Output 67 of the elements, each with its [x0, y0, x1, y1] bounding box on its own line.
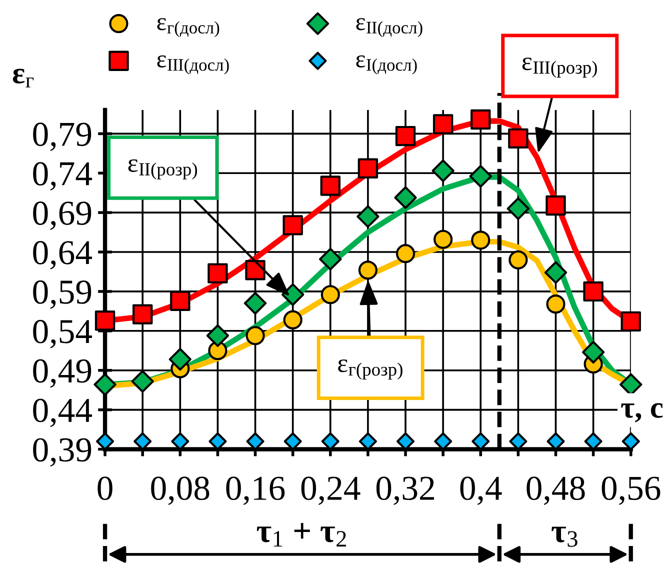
point [622, 432, 640, 450]
x-tick-label: 0 [98, 476, 112, 500]
text: ε$_{г(розр)}$ [338, 359, 402, 380]
point [469, 164, 492, 188]
point [508, 250, 528, 270]
point [544, 261, 568, 284]
point [281, 283, 304, 306]
y-tick-label: 0,54 [33, 320, 92, 348]
point [508, 128, 528, 149]
text: τ$_{3}$ [552, 526, 578, 547]
point [94, 373, 116, 396]
y-tick-label: 0,74 [33, 162, 92, 191]
point [206, 324, 230, 347]
point [470, 109, 491, 130]
x-tick-label: 0,08 [151, 476, 210, 506]
y-tick-label: 0,39 [33, 438, 92, 467]
point [131, 370, 154, 393]
point [546, 294, 566, 314]
point [471, 230, 490, 250]
text: ε$_{II(розр)}$ [128, 159, 198, 180]
point [432, 159, 454, 182]
point [170, 290, 190, 312]
y-tick-label: 0,64 [33, 240, 92, 270]
point [320, 285, 340, 304]
point [282, 215, 303, 236]
point [246, 326, 265, 346]
legend-label: ε$_{II(досл)}$ [356, 18, 422, 38]
legend-label: ε$_{г(досл)}$ [157, 18, 220, 38]
point [395, 126, 416, 146]
x-tick-label: 0,16 [226, 476, 285, 506]
point [432, 114, 454, 134]
x-tick-label: 0,32 [376, 476, 434, 506]
point [394, 186, 417, 209]
point [434, 230, 453, 249]
x-tick-label: 0,56 [602, 476, 660, 506]
x-tick-label: 0,24 [301, 476, 360, 506]
y-tick-label: 0,49 [33, 359, 92, 388]
point [396, 244, 416, 264]
text: τ$_{1}$ + τ$_{2}$ [256, 523, 346, 546]
y-tick-label: 0,79 [33, 122, 92, 152]
x-tick-label: 0,48 [526, 476, 585, 506]
y-tick-label: 0,44 [33, 398, 92, 428]
point [506, 197, 530, 220]
point [358, 260, 378, 280]
point [245, 260, 266, 280]
point [583, 281, 604, 302]
point [319, 248, 342, 270]
y-axis-title: ε$_{г}$ [12, 68, 34, 88]
point [208, 263, 228, 284]
legend-label: ε$_{I(досл)}$ [356, 55, 417, 74]
point [168, 348, 192, 371]
point [582, 340, 605, 364]
point [356, 205, 380, 228]
point [546, 195, 566, 216]
x-tick-label: 0,4 [460, 476, 502, 506]
point [132, 304, 153, 324]
series-label: ε$_{III(розр)}$ [522, 58, 597, 78]
point [283, 310, 302, 330]
point [94, 310, 116, 331]
point [620, 311, 641, 332]
x-axis-title: τ, с [621, 403, 663, 422]
legend-label: ε$_{III(досл)}$ [157, 55, 229, 74]
point [358, 158, 378, 178]
point [244, 292, 267, 315]
y-tick-label: 0,69 [33, 202, 92, 230]
y-tick-label: 0,59 [33, 280, 92, 309]
point [320, 176, 340, 196]
